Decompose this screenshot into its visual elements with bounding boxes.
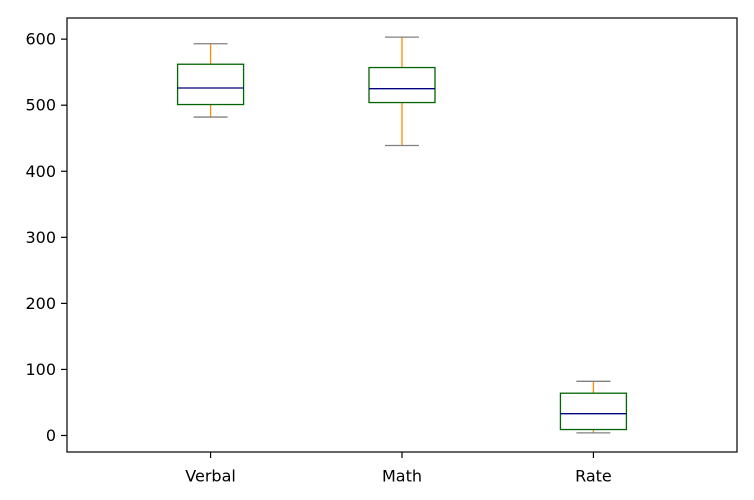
box-verbal — [176, 43, 245, 118]
x-axis: Verbal Math Rate — [185, 452, 612, 486]
plot-area — [66, 17, 738, 453]
iqr-box — [368, 66, 436, 104]
x-tick-label: Rate — [575, 467, 612, 486]
x-tick-label: Math — [382, 467, 422, 486]
iqr-box — [559, 392, 628, 431]
y-tick-label: 300 — [25, 228, 56, 247]
y-tick-label: 600 — [25, 30, 56, 49]
box-math — [368, 36, 436, 147]
x-tick-label: Verbal — [185, 467, 236, 486]
y-tick-label: 500 — [25, 96, 56, 115]
iqr-box — [176, 63, 245, 106]
box-series — [176, 36, 628, 434]
y-tick-label: 400 — [25, 162, 56, 181]
y-axis: 0 100 200 300 400 500 600 — [25, 30, 67, 445]
y-tick-label: 100 — [25, 360, 56, 379]
y-tick-label: 0 — [46, 426, 56, 445]
y-tick-label: 200 — [25, 294, 56, 313]
box-rate — [559, 380, 628, 434]
